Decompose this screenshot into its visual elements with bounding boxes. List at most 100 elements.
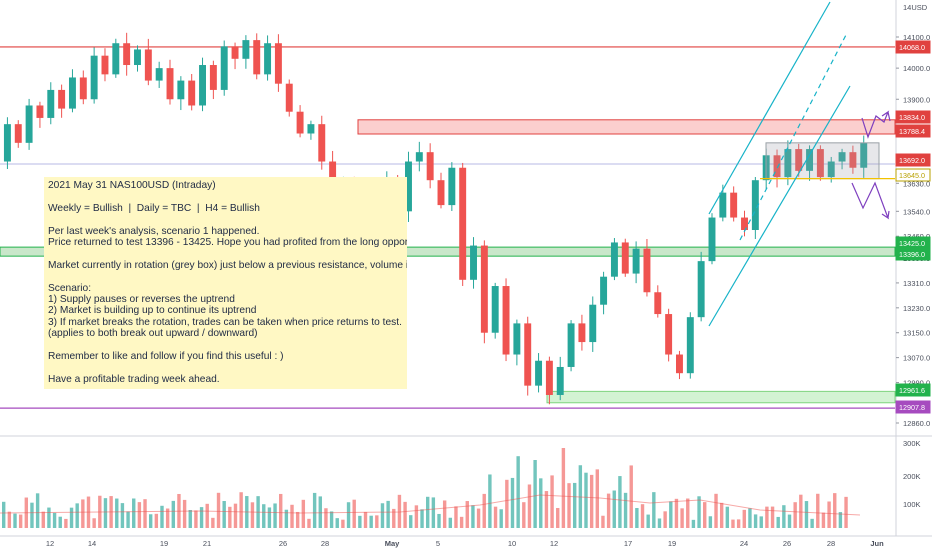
channel-lower-line [708, 85, 851, 327]
channel-upper-line [708, 1, 831, 215]
volume-bar [691, 519, 696, 528]
volume-bar [312, 492, 317, 528]
volume-bar [58, 516, 62, 528]
x-tick-label: 10 [508, 539, 516, 548]
price-tag-label: 13396.0 [899, 250, 925, 259]
candle-body [264, 43, 272, 75]
volume-bar [770, 506, 775, 528]
volume-bar [222, 501, 226, 528]
candle-body [589, 304, 597, 343]
volume-bar [708, 516, 713, 528]
volume-bar [527, 484, 532, 528]
volume-bar [663, 511, 667, 528]
volume-bar [47, 507, 51, 528]
volume-bar [115, 498, 119, 528]
price-tag-label: 14068.0 [899, 43, 925, 52]
y-tick-label: 13070.0 [903, 354, 930, 363]
candle-body [556, 366, 564, 395]
volume-bar [799, 494, 803, 528]
note-line: 1) Supply pauses or reverses the uptrend [48, 293, 235, 305]
volume-bar [601, 515, 605, 528]
resistance-zone [357, 119, 896, 135]
volume-bar [233, 503, 238, 528]
note-line: Have a profitable trading week ahead. [48, 373, 220, 385]
note-line: 3) If market breaks the rotation, trades… [48, 316, 402, 328]
candle-body [220, 46, 228, 90]
candle-body [480, 245, 488, 333]
volume-bar [640, 504, 645, 528]
volume-bar [652, 492, 656, 528]
candle-body [545, 360, 553, 395]
volume-bar [759, 516, 763, 528]
x-tick-label: 19 [160, 539, 168, 548]
candle-body [610, 242, 618, 277]
volume-bar [686, 498, 690, 528]
volume-bar [612, 490, 616, 528]
candle-body [144, 49, 152, 81]
volume-bar [595, 469, 599, 528]
volume-bar [81, 499, 85, 528]
volume-bar [488, 474, 492, 528]
price-tag [895, 110, 931, 124]
volume-bar [341, 519, 345, 528]
candle-body [209, 65, 217, 90]
volume-bar [409, 515, 413, 528]
x-tick-label: 5 [436, 539, 440, 548]
x-tick-label: 26 [279, 539, 287, 548]
candle-body [860, 142, 868, 168]
candle-body [3, 124, 11, 162]
volume-bar [719, 502, 724, 528]
volume-bar [346, 502, 351, 528]
candle-body [448, 167, 456, 206]
volume-bar [714, 493, 718, 528]
candle-body [665, 314, 673, 355]
price-tag [895, 400, 931, 414]
candle-body [177, 80, 185, 100]
candle-body [112, 43, 120, 75]
x-tick-label: 26 [783, 539, 791, 548]
volume-bar [493, 506, 498, 528]
candle-body [697, 261, 705, 318]
volume-bar [522, 502, 526, 528]
candle-body [491, 286, 499, 333]
volume-bar [143, 499, 147, 528]
volume-bar [589, 474, 594, 528]
volume-bar [505, 479, 509, 528]
candle-body [253, 40, 261, 75]
volume-bar [375, 515, 379, 528]
candle-body [719, 192, 727, 218]
volume-bar [584, 472, 588, 528]
candle-body [25, 105, 33, 143]
candle-body [838, 152, 846, 162]
volume-bar [550, 475, 554, 528]
rotation-box [765, 142, 880, 180]
volume-bar [380, 503, 385, 528]
note-line: Price returned to test 13396 - 13425. Ho… [48, 236, 407, 248]
candle-body [101, 55, 109, 75]
volume-bar [216, 492, 221, 528]
price-tag [895, 383, 931, 397]
volume-bar [352, 499, 356, 528]
volume-bar [459, 516, 464, 528]
volume-bar [821, 512, 826, 528]
candle-body [632, 248, 640, 274]
volume-bar [510, 477, 515, 528]
volume-bar [239, 492, 243, 528]
volume-bar [646, 514, 650, 528]
candle-body [643, 248, 651, 293]
volume-bar [471, 505, 475, 528]
candle-body [231, 46, 239, 59]
volume-bar [748, 508, 752, 528]
volume-bar [363, 511, 368, 528]
volume-bar [7, 511, 12, 528]
y-tick-label: 13630.0 [903, 179, 930, 188]
volume-bar [182, 499, 187, 528]
x-tick-label: 28 [321, 539, 329, 548]
note-line [48, 362, 403, 373]
candle-body [199, 65, 206, 106]
volume-bar [657, 518, 662, 528]
volume-bar [279, 493, 283, 528]
volume-bar [35, 493, 40, 528]
volume-bar [358, 515, 362, 528]
candle-body [784, 149, 792, 178]
